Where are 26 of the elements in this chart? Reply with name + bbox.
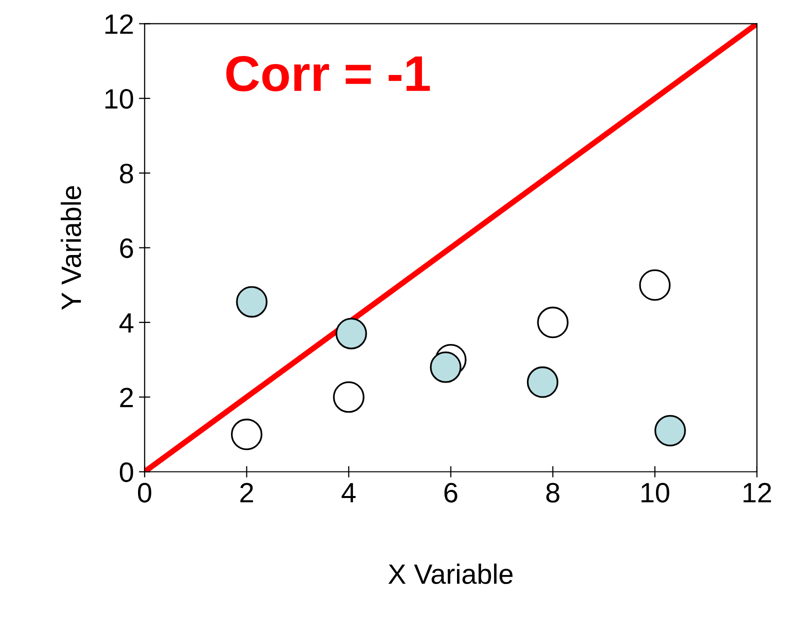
point [236, 286, 268, 318]
point [526, 366, 558, 398]
point [336, 318, 368, 350]
y-axis-title: Y Variable [60, 186, 82, 310]
x-tick-label: 2 [240, 482, 254, 502]
annotation: Corr = -1 [226, 56, 430, 92]
point [654, 414, 686, 446]
y-tick-label: 8 [120, 164, 133, 184]
y-tick-label: 10 [105, 89, 134, 109]
point [430, 351, 462, 383]
y-tick-label: 2 [120, 388, 133, 408]
x-tick-label: 10 [642, 482, 670, 503]
point [230, 418, 262, 450]
y-tick-label: 0 [120, 462, 134, 482]
point [332, 381, 364, 413]
y-tick-label: 12 [105, 14, 133, 34]
y-tick-label: 6 [120, 238, 133, 258]
x-axis-title: X Variable [388, 564, 513, 584]
y-tick-label: 4 [119, 313, 134, 332]
x-tick-label: 12 [744, 482, 771, 502]
x-tick-label: 4 [342, 483, 356, 502]
x-tick-label: 6 [444, 482, 458, 503]
point [639, 269, 671, 301]
point [537, 306, 569, 338]
x-tick-label: 0 [138, 482, 152, 503]
x-tick-label: 8 [546, 482, 560, 503]
